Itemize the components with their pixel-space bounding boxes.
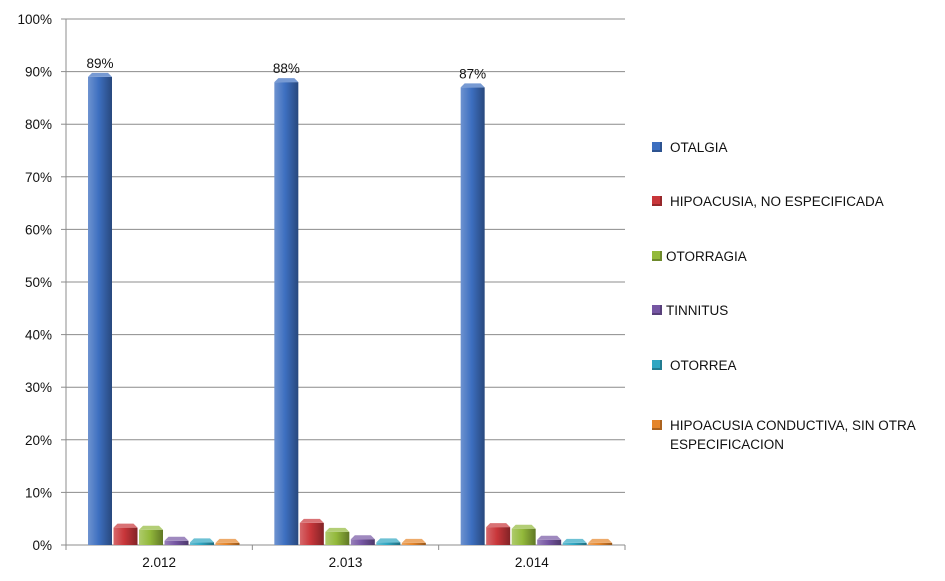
bar-hipoacusia-conductiva-sin-otra-especificacion: [401, 538, 426, 545]
y-tick-label: 30%: [25, 380, 52, 395]
legend-item-tinnitus: TINNITUS: [652, 301, 728, 320]
bar-body: [113, 527, 138, 545]
legend-swatch: [652, 360, 662, 370]
bar-otorragia: [139, 525, 163, 545]
bar-body: [274, 82, 299, 546]
bar-hipoacusia-conductiva-sin-otra-especificacion: [215, 538, 240, 545]
y-tick-label: 70%: [25, 170, 52, 185]
y-tick-label: 60%: [25, 222, 52, 237]
bar-otalgia: [460, 83, 485, 545]
bar-body: [215, 542, 240, 545]
bar-top: [350, 535, 375, 540]
legend-item-otalgia: OTALGIA: [652, 138, 728, 157]
y-tick-label: 20%: [25, 433, 52, 448]
legend-swatch: [652, 196, 662, 206]
bar-hipoacusia-no-especificada: [113, 523, 138, 545]
y-tick-label: 50%: [25, 275, 52, 290]
bar-top: [376, 538, 401, 543]
bar-body: [325, 531, 350, 545]
bar-top: [486, 523, 511, 528]
bar-tinnitus: [537, 535, 562, 545]
legend-label: OTORREA: [670, 358, 737, 373]
y-tick-label: 40%: [25, 328, 52, 343]
y-tick-label: 0%: [32, 538, 52, 553]
y-tick-label: 80%: [25, 117, 52, 132]
bar-otorrea: [190, 538, 214, 545]
legend-label: HIPOACUSIA, NO ESPECIFICADA: [670, 194, 884, 209]
bar-otorragia: [325, 527, 350, 545]
bar-top: [88, 72, 112, 77]
bar-top: [113, 523, 138, 528]
bar-body: [376, 542, 401, 545]
bar-body: [139, 529, 163, 545]
x-tick-label: 2.013: [329, 555, 363, 570]
legend-item-otorrea: OTORREA: [652, 356, 737, 375]
gridlines: [66, 18, 625, 493]
data-label: 89%: [86, 56, 113, 71]
bar-body: [88, 76, 112, 546]
bar-body: [511, 528, 536, 545]
bar-hipoacusia-conductiva-sin-otra-especificacion: [588, 538, 613, 545]
bar-hipoacusia-no-especificada: [299, 518, 324, 545]
legend-label: TINNITUS: [666, 303, 729, 318]
legend-label: HIPOACUSIA CONDUCTIVA, SIN OTRA ESPECIFI…: [670, 418, 916, 452]
bar-body: [486, 527, 511, 545]
bars: [88, 72, 613, 546]
bar-body: [299, 522, 324, 545]
data-label: 88%: [273, 61, 300, 76]
legend-label: OTORRAGIA: [666, 249, 747, 264]
bar-otalgia: [274, 78, 299, 546]
bar-body: [537, 539, 562, 545]
bar-body: [350, 539, 375, 545]
bar-body: [562, 542, 587, 545]
bar-top: [562, 538, 587, 543]
bar-body: [164, 540, 189, 545]
bar-otorrea: [376, 538, 401, 545]
bar-top: [274, 78, 299, 83]
bar-top: [460, 83, 485, 88]
legend-item-otorragia: OTORRAGIA: [652, 247, 747, 266]
legend-swatch: [652, 305, 662, 315]
data-label: 87%: [459, 66, 486, 81]
bar-top: [511, 524, 536, 529]
bar-body: [460, 87, 485, 545]
bar-top: [325, 527, 350, 532]
legend-item-hipoacusia-conductiva-sin-otra-especificacion: HIPOACUSIA CONDUCTIVA, SIN OTRA ESPECIFI…: [652, 416, 942, 454]
bar-top: [139, 525, 163, 530]
bar-otorrea: [562, 538, 587, 545]
bar-hipoacusia-no-especificada: [486, 523, 511, 545]
bar-body: [190, 542, 214, 545]
legend-label: OTALGIA: [670, 140, 728, 155]
legend-swatch: [652, 420, 662, 430]
y-tick-label: 90%: [25, 65, 52, 80]
x-tick-label: 2.014: [515, 555, 549, 570]
bar-top: [401, 538, 426, 543]
bar-tinnitus: [164, 536, 189, 545]
y-tick-label: 100%: [17, 12, 52, 27]
bar-otorragia: [511, 524, 536, 545]
data-labels: 89% 88% 87%: [86, 56, 486, 82]
legend-item-hipoacusia-no-especificada: HIPOACUSIA, NO ESPECIFICADA: [652, 192, 884, 211]
bar-body: [588, 542, 613, 545]
bar-top: [215, 538, 240, 543]
y-tick-label: 10%: [25, 485, 52, 500]
bar-otalgia: [88, 72, 112, 546]
bar-top: [299, 518, 324, 523]
bar-top: [190, 538, 214, 543]
bar-tinnitus: [350, 535, 375, 545]
bar-body: [401, 542, 426, 545]
x-tick-label: 2.012: [142, 555, 176, 570]
legend-swatch: [652, 142, 662, 152]
bar-top: [537, 535, 562, 540]
bar-top: [588, 538, 613, 543]
bar-top: [164, 536, 189, 541]
legend-swatch: [652, 251, 662, 261]
